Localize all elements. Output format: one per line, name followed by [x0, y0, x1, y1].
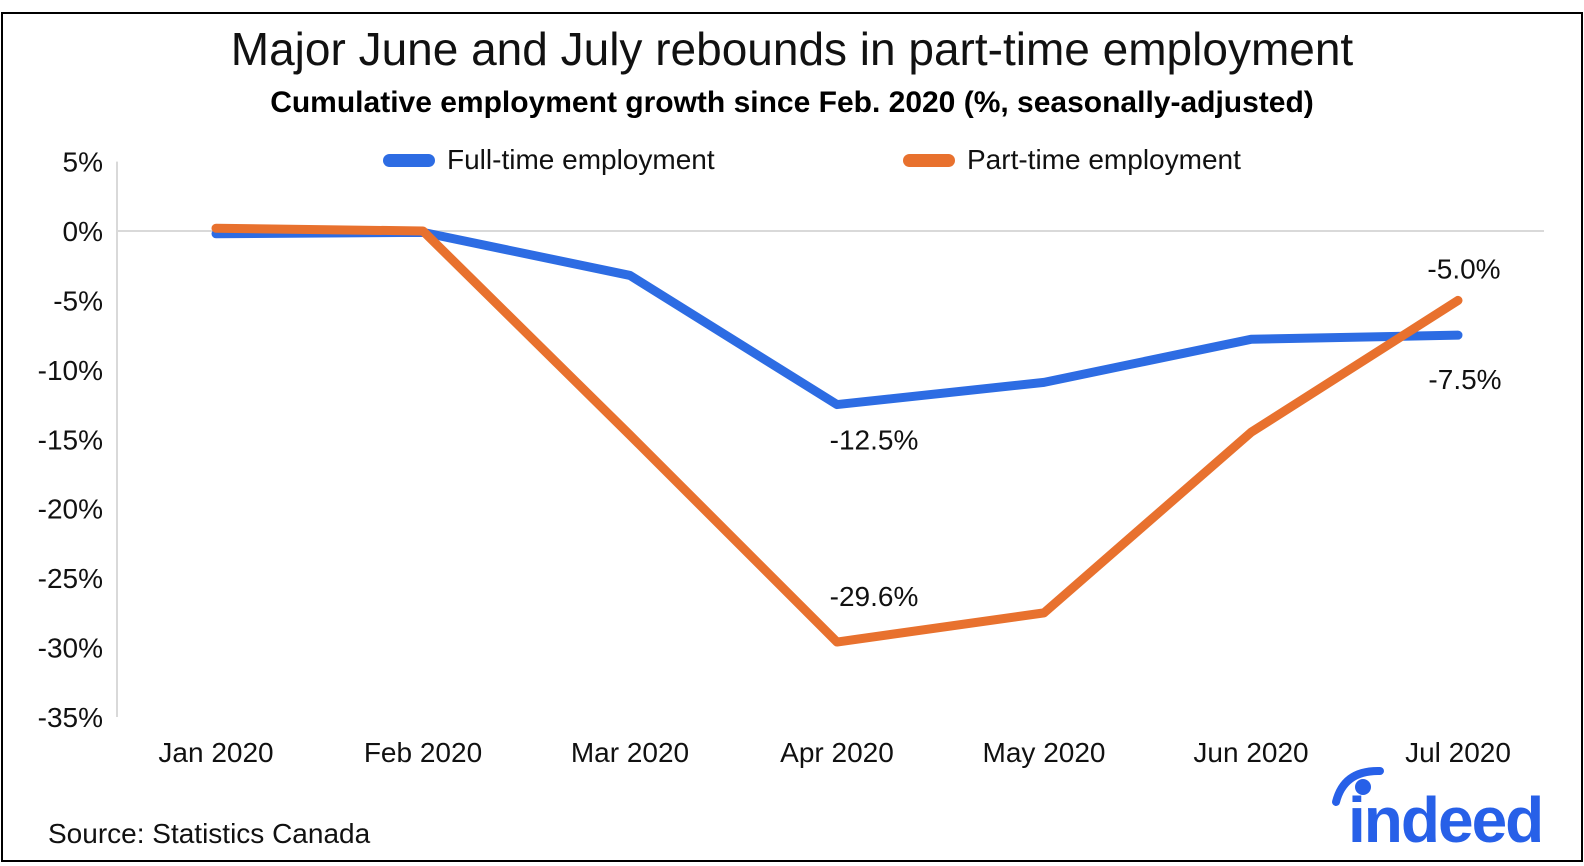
- series-line-part-time: [211, 223, 1463, 647]
- chart-subtitle: Cumulative employment growth since Feb. …: [270, 86, 1314, 119]
- legend-item-part-time: Part-time employment: [903, 141, 1241, 179]
- indeed-swoosh-icon: [1332, 766, 1384, 806]
- legend-label-full-time: Full-time employment: [447, 144, 715, 175]
- series-line-full-time: [211, 227, 1463, 410]
- indeed-logo: indeed: [1332, 766, 1544, 856]
- data-label: -5.0%: [1427, 253, 1500, 284]
- x-tick-label: Jul 2020: [1405, 737, 1511, 768]
- full-time-legend-marker-icon: [383, 153, 435, 167]
- y-tick-label: -15%: [38, 424, 103, 455]
- legend-item-full-time: Full-time employment: [383, 141, 715, 179]
- legend-label-part-time: Part-time employment: [967, 144, 1241, 175]
- chart-title: Major June and July rebounds in part-tim…: [230, 23, 1354, 75]
- indeed-logo-text: indeed: [1348, 784, 1542, 856]
- y-tick-label: 5%: [63, 147, 103, 178]
- x-tick-label: May 2020: [983, 737, 1106, 768]
- y-tick-label: 0%: [63, 216, 103, 247]
- y-tick-label: -35%: [38, 702, 103, 733]
- indeed-i-dot-icon: [1355, 779, 1371, 795]
- part-time-legend-marker-icon: [903, 153, 955, 167]
- y-tick-label: -10%: [38, 355, 103, 386]
- x-tick-label: Jan 2020: [158, 737, 273, 768]
- x-tick-label: Apr 2020: [780, 737, 894, 768]
- y-tick-label: -25%: [38, 563, 103, 594]
- source-note: Source: Statistics Canada: [48, 818, 371, 849]
- data-label: -29.6%: [830, 581, 919, 612]
- data-label: -7.5%: [1428, 364, 1501, 395]
- x-tick-label: Mar 2020: [571, 737, 689, 768]
- y-tick-label: -20%: [38, 494, 103, 525]
- data-label: -12.5%: [830, 425, 919, 456]
- x-tick-label: Feb 2020: [364, 737, 482, 768]
- x-tick-label: Jun 2020: [1193, 737, 1308, 768]
- y-tick-label: -5%: [53, 285, 103, 316]
- y-tick-label: -30%: [38, 633, 103, 664]
